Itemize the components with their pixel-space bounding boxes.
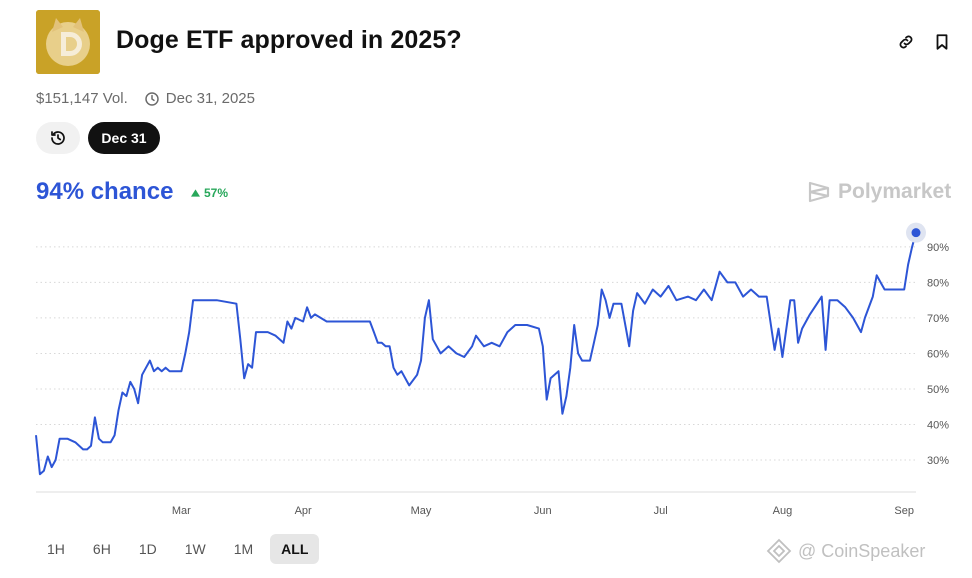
probability-chart: 30% 40% 50% 60% 70% 80% 90% Mar Apr May Jun Jul Aug…: [35, 222, 949, 517]
polymarket-brand: Polymarket: [808, 180, 951, 204]
polymarket-name: Polymarket: [838, 180, 952, 203]
y-tick-label: 40%: [927, 420, 949, 432]
range-button-1h[interactable]: 1H: [47, 541, 65, 557]
x-axis: Mar Apr May Jun Jul Aug Sep: [172, 505, 914, 517]
y-tick-label: 80%: [927, 277, 949, 289]
y-axis: 30% 40% 50% 60% 70% 80% 90%: [927, 242, 949, 467]
x-tick-label: Jun: [534, 505, 552, 517]
coinspeaker-logo-icon: [766, 538, 798, 564]
range-button-1m[interactable]: 1M: [233, 541, 254, 557]
market-meta: $151,147 Vol. Dec 31, 2025: [36, 90, 255, 107]
y-tick-label: 30%: [927, 455, 949, 467]
volume-text: $151,147 Vol.: [36, 90, 128, 107]
range-button-1d[interactable]: 1D: [138, 541, 157, 557]
x-tick-label: Apr: [295, 505, 312, 517]
x-tick-label: Jul: [654, 505, 668, 517]
delta-badge: 57%: [191, 186, 228, 200]
y-tick-label: 70%: [927, 313, 949, 325]
x-tick-label: Aug: [773, 505, 793, 517]
chart-grid: [36, 246, 916, 493]
time-range-selector: 1H 6H 1D 1W 1M ALL: [36, 534, 320, 564]
series-line: [35, 232, 917, 476]
y-tick-label: 90%: [927, 242, 949, 254]
history-icon: [49, 129, 67, 147]
x-tick-label: May: [411, 505, 432, 517]
triangle-up-icon: [191, 189, 200, 197]
delta-value: 57%: [204, 186, 229, 200]
range-button-all[interactable]: ALL: [270, 534, 320, 564]
y-tick-label: 60%: [927, 348, 949, 360]
bookmark-icon[interactable]: [932, 32, 952, 52]
current-point: [911, 228, 921, 238]
doge-logo-icon: [36, 10, 100, 74]
history-button[interactable]: [36, 122, 80, 154]
clock-icon: [144, 91, 160, 107]
coinspeaker-watermark: @ CoinSpeaker: [766, 538, 925, 564]
link-icon[interactable]: [896, 32, 916, 52]
watermark-text: @ CoinSpeaker: [798, 540, 926, 561]
x-tick-label: Mar: [172, 505, 191, 517]
range-button-6h[interactable]: 6H: [92, 541, 111, 557]
chance-text: 94% chance: [36, 178, 174, 205]
polymarket-logo-icon: [808, 180, 838, 204]
range-button-1w[interactable]: 1W: [184, 541, 206, 557]
x-tick-label: Sep: [894, 505, 914, 517]
market-title: Doge ETF approved in 2025?: [116, 26, 462, 54]
date-pill-button[interactable]: Dec 31: [88, 122, 160, 154]
y-tick-label: 50%: [927, 384, 949, 396]
end-date-text: Dec 31, 2025: [165, 90, 255, 107]
